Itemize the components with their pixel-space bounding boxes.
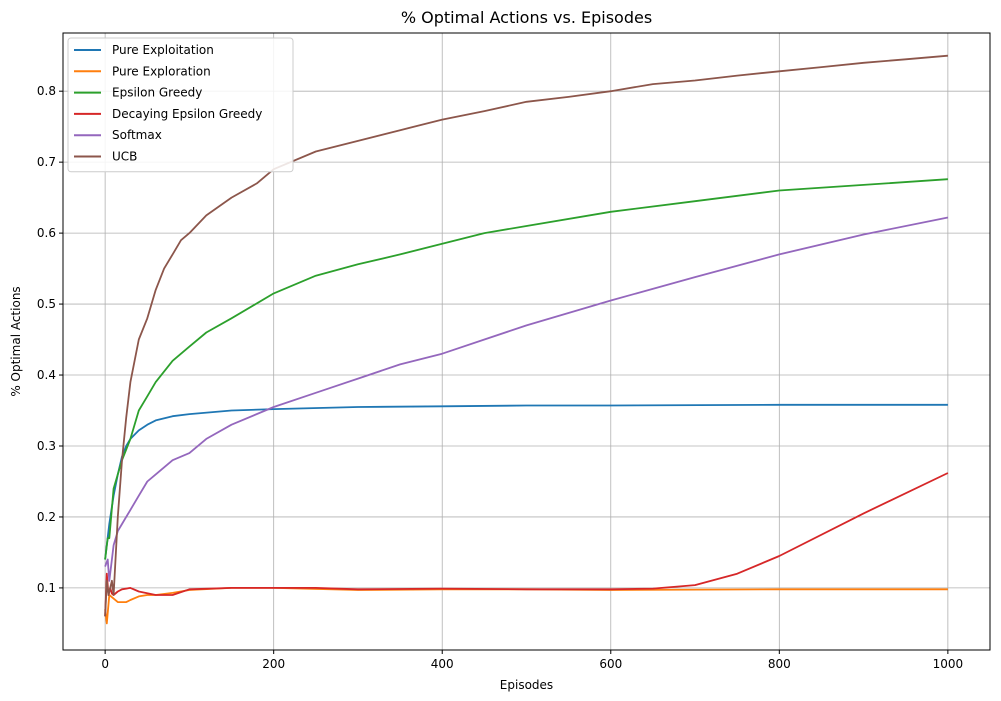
series-line-decaying-epsilon-greedy (104, 472, 949, 617)
y-tick-label: 0.6 (37, 226, 56, 240)
legend-label: Epsilon Greedy (112, 86, 202, 100)
y-tick-label: 0.8 (37, 84, 56, 98)
legend-label: Decaying Epsilon Greedy (112, 107, 262, 121)
legend-label: Softmax (112, 128, 162, 142)
series-layer (104, 54, 949, 625)
series-line-softmax (104, 216, 949, 582)
y-tick-label: 0.5 (37, 297, 56, 311)
y-tick-label: 0.2 (37, 510, 56, 524)
y-tick-label: 0.1 (37, 581, 56, 595)
series-line-epsilon-greedy (104, 178, 948, 560)
y-tick-label: 0.7 (37, 155, 56, 169)
x-tick-label: 600 (599, 657, 622, 671)
axis-ticks: 0 200 400 600 800 1000 0.1 0.2 0.3 0.4 0.5 0.6 0.7 0.… (37, 84, 963, 671)
y-axis-label: % Optimal Actions (9, 286, 23, 396)
y-tick-label: 0.4 (37, 368, 56, 382)
legend-label: Pure Exploitation (112, 43, 214, 57)
grid-lines (63, 33, 990, 650)
plot-frame (62, 32, 991, 651)
x-axis-label: Episodes (500, 678, 553, 692)
series-line-ucb (104, 54, 948, 617)
legend-box (67, 37, 294, 173)
legend: Pure Exploitation Pure Exploration Epsilon… (67, 37, 294, 173)
chart-title: % Optimal Actions vs. Episodes (401, 8, 652, 27)
x-tick-label: 200 (262, 657, 285, 671)
legend-label: UCB (112, 150, 137, 164)
x-tick-label: 400 (431, 657, 454, 671)
y-tick-label: 0.3 (37, 439, 56, 453)
legend-label: Pure Exploration (112, 64, 211, 78)
x-tick-label: 800 (768, 657, 791, 671)
x-tick-label: 1000 (933, 657, 964, 671)
x-tick-label: 0 (101, 657, 109, 671)
